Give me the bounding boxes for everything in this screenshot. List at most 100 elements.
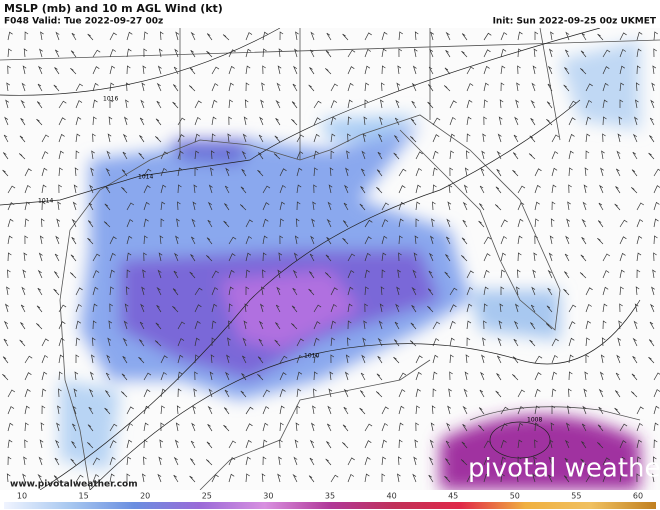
wind-barb [245, 269, 251, 279]
wind-barb [191, 422, 196, 432]
wind-barb [597, 33, 604, 41]
wind-barb [414, 235, 419, 245]
wind-barb [106, 354, 111, 364]
wind-barb [41, 371, 48, 381]
wind-barb [534, 372, 542, 381]
wind-barb [517, 439, 523, 449]
wind-barb [41, 134, 50, 143]
wind-barb [330, 320, 336, 330]
wind-barb [598, 184, 604, 194]
wind-barb [410, 118, 417, 126]
wind-barb [56, 218, 61, 228]
wind-barb [517, 456, 522, 466]
wind-barb [481, 354, 485, 364]
wind-barb [632, 356, 638, 364]
wind-barb [211, 287, 219, 296]
colorbar-tick-label: 25 [202, 492, 212, 501]
wind-barb [415, 184, 422, 194]
wind-barb [291, 305, 298, 313]
wind-barb [261, 473, 266, 483]
wind-barb [651, 82, 656, 92]
wind-barb [533, 48, 538, 58]
wind-barb [500, 82, 505, 92]
wind-barb [189, 475, 196, 483]
wind-barb [277, 473, 281, 483]
wind-barb [445, 458, 451, 466]
wind-barb [259, 303, 264, 313]
wind-barb [70, 50, 77, 58]
wind-barb [241, 150, 247, 160]
wind-barb [122, 133, 128, 143]
wind-barb [615, 186, 621, 194]
wind-barb [347, 457, 355, 466]
wind-barb [109, 269, 115, 279]
wind-barb [21, 82, 26, 92]
wind-barb [376, 373, 383, 381]
wind-barb [160, 201, 166, 211]
wind-barb [548, 456, 553, 466]
wind-barb [551, 388, 557, 398]
wind-barb [125, 286, 130, 296]
wind-barb [156, 305, 162, 313]
wind-barb [313, 117, 321, 126]
wind-barb [313, 150, 319, 160]
wind-barb [245, 235, 252, 245]
wind-barb [245, 456, 251, 466]
wind-barb [143, 389, 151, 398]
wind-barb [156, 82, 162, 92]
wind-barb [109, 440, 117, 449]
wind-barb [175, 31, 180, 41]
wind-barb [41, 405, 46, 415]
wind-barb [448, 184, 453, 194]
wind-barb [411, 286, 417, 296]
wind-barb [602, 253, 611, 262]
wind-barb [649, 135, 655, 143]
wind-barb [347, 253, 356, 262]
wind-barb [75, 354, 80, 363]
wind-barb [244, 99, 249, 109]
wind-barb [619, 440, 627, 449]
wind-barb [58, 354, 64, 364]
wind-barb [398, 218, 404, 228]
wind-barb [40, 422, 45, 432]
wind-barb [54, 67, 60, 75]
wind-barb [516, 269, 521, 279]
wind-barb [428, 474, 434, 483]
wind-barb [211, 133, 216, 143]
wind-barb [124, 303, 129, 313]
wind-barb [618, 116, 623, 126]
wind-barb [347, 49, 356, 58]
wind-barb [530, 99, 536, 109]
wind-barb [18, 153, 26, 160]
wind-barb [277, 65, 282, 75]
wind-barb [6, 286, 10, 296]
wind-barb [41, 167, 48, 177]
wind-barb [194, 133, 200, 143]
wind-barb [53, 84, 60, 92]
wind-barb [364, 99, 369, 108]
wind-barb [619, 252, 626, 262]
wind-barb [412, 65, 417, 75]
wind-barb [632, 337, 638, 347]
wind-barb [546, 305, 553, 313]
wind-barb [342, 442, 349, 449]
wind-barb [70, 458, 77, 466]
wind-barb [210, 150, 215, 160]
wind-barb [7, 202, 15, 211]
wind-barb [75, 150, 80, 160]
wind-barb [342, 220, 349, 228]
wind-barb [206, 33, 213, 41]
wind-barb [565, 235, 570, 245]
wind-barb [126, 82, 130, 92]
wind-barb [517, 65, 521, 75]
wind-barb [312, 405, 316, 415]
wind-barb [87, 220, 94, 228]
wind-barb [205, 459, 213, 466]
wind-barb [432, 184, 437, 194]
wind-barb [141, 286, 145, 296]
wind-barb [364, 236, 372, 245]
wind-barb [579, 272, 587, 279]
wind-barb [206, 237, 213, 245]
wind-barb [39, 439, 44, 449]
wind-barb [74, 371, 79, 381]
